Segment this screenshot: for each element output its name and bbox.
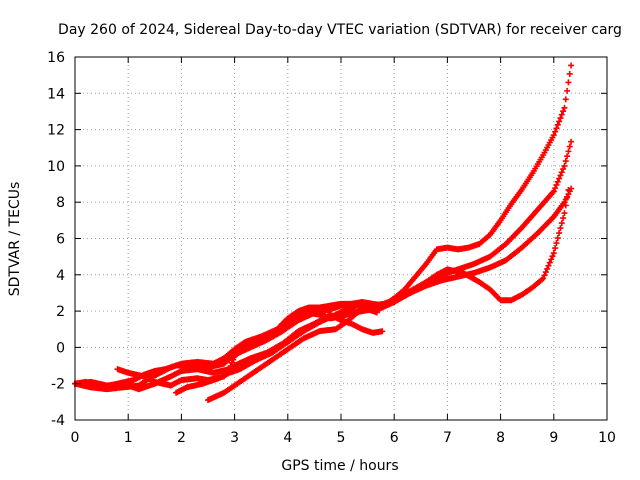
data-point — [556, 118, 563, 125]
data-point — [558, 169, 565, 176]
y-tick-label: -2 — [51, 377, 65, 393]
x-axis-label: GPS time / hours — [281, 458, 398, 474]
data-point — [568, 62, 575, 69]
data-point — [557, 172, 564, 179]
data-point — [549, 253, 556, 260]
data-point — [564, 87, 571, 94]
series-1 — [72, 185, 575, 393]
y-tick-label: 10 — [47, 159, 65, 175]
data-point — [550, 250, 557, 257]
y-tick-label: 0 — [56, 340, 65, 356]
data-point — [557, 225, 564, 232]
data-point — [557, 115, 564, 122]
data-point — [230, 356, 237, 363]
data-point — [542, 269, 549, 276]
data-point — [562, 158, 569, 165]
x-tick-label: 4 — [283, 430, 292, 446]
data-point — [546, 259, 553, 266]
data-point — [553, 240, 560, 247]
data-point — [540, 275, 547, 282]
data-point — [552, 128, 559, 135]
grid — [75, 57, 607, 420]
y-axis-ticks: -4 -2 0 2 4 6 8 10 12 14 16 — [47, 50, 607, 429]
x-tick-label: 0 — [71, 430, 80, 446]
data-point — [562, 202, 569, 209]
x-tick-label: 8 — [496, 430, 505, 446]
x-tick-label: 9 — [549, 430, 558, 446]
data-point — [379, 328, 386, 335]
y-tick-label: 2 — [56, 304, 65, 320]
y-tick-label: 8 — [56, 195, 65, 211]
data-point — [553, 181, 560, 188]
x-tick-label: 1 — [124, 430, 133, 446]
data-point — [566, 70, 573, 77]
data-point — [556, 230, 563, 237]
data-point — [552, 245, 559, 252]
data-point — [560, 166, 567, 173]
data-layer — [72, 62, 575, 404]
data-point — [554, 178, 561, 185]
data-point — [544, 265, 551, 272]
data-point — [548, 256, 555, 263]
data-point — [565, 148, 572, 155]
series-2 — [72, 186, 572, 391]
x-tick-label: 7 — [443, 430, 452, 446]
x-tick-label: 3 — [230, 430, 239, 446]
data-point — [558, 220, 565, 227]
data-point — [553, 125, 560, 132]
data-point — [568, 138, 575, 145]
y-tick-label: 4 — [56, 268, 65, 284]
data-point — [561, 210, 568, 217]
data-point — [541, 272, 548, 279]
data-point — [561, 162, 568, 169]
data-point — [566, 143, 573, 150]
data-point — [550, 188, 557, 195]
y-tick-label: 12 — [47, 123, 65, 139]
x-tick-label: 5 — [337, 430, 346, 446]
data-point — [556, 175, 563, 182]
data-point — [564, 194, 571, 201]
x-tick-label: 6 — [390, 430, 399, 446]
data-point — [545, 262, 552, 269]
data-point — [562, 96, 569, 103]
data-point — [560, 215, 567, 222]
data-point — [565, 186, 572, 193]
x-tick-label: 2 — [177, 430, 186, 446]
y-tick-label: 6 — [56, 232, 65, 248]
data-point — [561, 104, 568, 111]
y-axis-label: SDTVAR / TECUs — [7, 182, 23, 297]
data-point — [560, 108, 567, 115]
x-axis-ticks: 0 1 2 3 4 5 6 7 8 9 10 — [71, 57, 616, 446]
chart-title: Day 260 of 2024, Sidereal Day-to-day VTE… — [58, 22, 622, 38]
data-point — [550, 132, 557, 139]
series-6 — [205, 138, 575, 404]
data-point — [565, 79, 572, 86]
data-point — [564, 153, 571, 160]
data-point — [554, 235, 561, 242]
x-tick-label: 10 — [598, 430, 616, 446]
data-point — [552, 185, 559, 192]
data-point — [558, 111, 565, 118]
series-3 — [72, 62, 575, 393]
y-tick-label: 16 — [47, 50, 65, 66]
data-point — [554, 121, 561, 128]
y-tick-label: 14 — [47, 86, 65, 102]
y-tick-label: -4 — [51, 413, 65, 429]
